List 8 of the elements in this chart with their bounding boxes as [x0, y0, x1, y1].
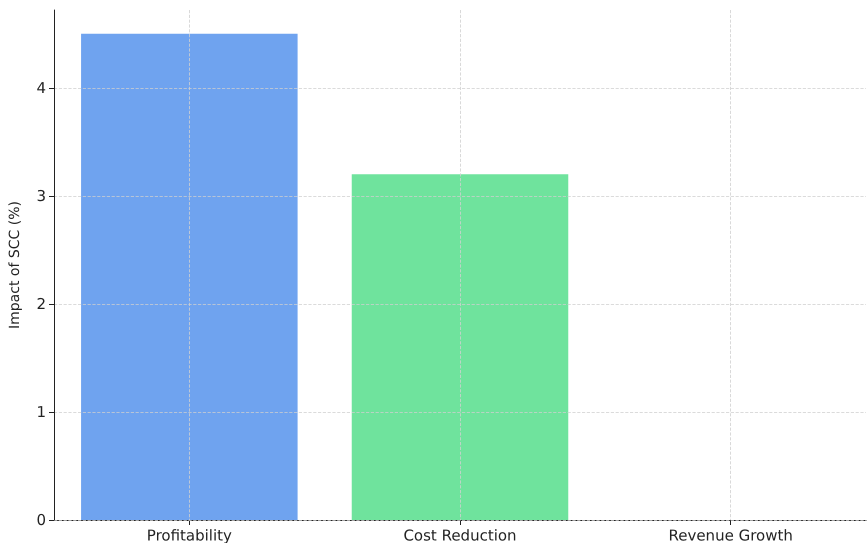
x-tick-label: Revenue Growth — [668, 526, 793, 543]
y-tick-label: 1 — [36, 402, 46, 421]
y-tick-label: 0 — [36, 511, 46, 529]
y-axis-title: Impact of SCC (%) — [7, 201, 23, 329]
y-tick-label: 3 — [36, 186, 46, 205]
y-tick-label: 4 — [36, 78, 46, 97]
y-tick-label: 2 — [36, 294, 46, 313]
x-tick-label: Cost Reduction — [403, 526, 517, 543]
